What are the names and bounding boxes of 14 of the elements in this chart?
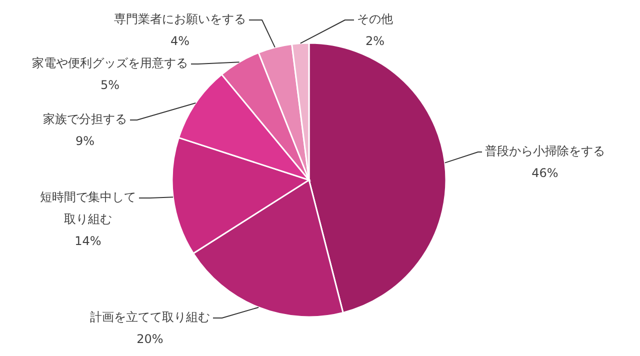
data-label: 20% xyxy=(136,332,164,346)
slice-label: 家電や便利グッズを用意する xyxy=(32,56,188,70)
slice-label: 短時間で集中して取り組む xyxy=(40,190,136,226)
slice-label: 専門業者にお願いをする xyxy=(114,12,246,26)
data-label: 2% xyxy=(365,34,385,48)
slice-label: その他 xyxy=(357,12,393,26)
data-label: 9% xyxy=(75,134,95,148)
data-label: 5% xyxy=(100,78,120,92)
slice-label: 計画を立てて取り組む xyxy=(90,310,210,324)
slice-label: 普段から小掃除をする xyxy=(485,144,605,158)
data-label: 46% xyxy=(532,166,558,180)
data-label: 4% xyxy=(170,34,190,48)
slice-label: 家族で分担する xyxy=(43,112,127,126)
data-label: 14% xyxy=(74,234,102,248)
